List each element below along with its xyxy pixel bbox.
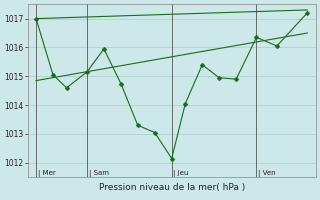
Text: | Ven: | Ven bbox=[258, 170, 276, 177]
Text: | Jeu: | Jeu bbox=[173, 170, 189, 177]
Text: | Sam: | Sam bbox=[89, 170, 108, 177]
X-axis label: Pression niveau de la mer( hPa ): Pression niveau de la mer( hPa ) bbox=[99, 183, 245, 192]
Text: | Mer: | Mer bbox=[38, 170, 55, 177]
